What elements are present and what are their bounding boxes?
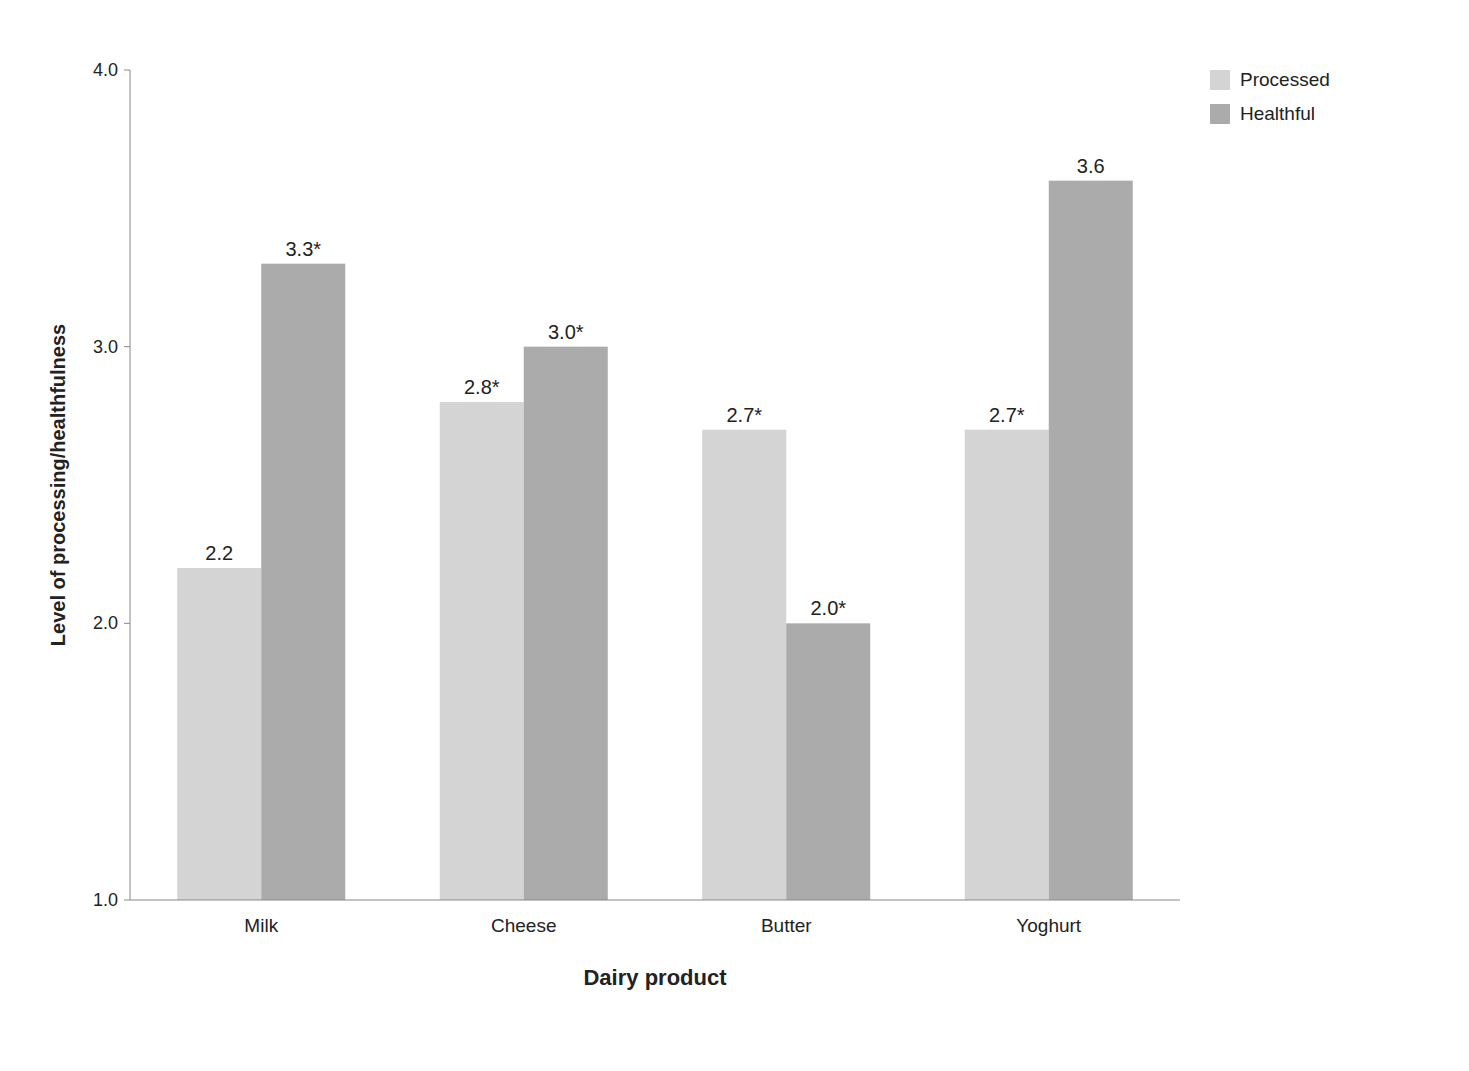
bar [177, 568, 261, 900]
y-axis-label: Level of processing/healthfulness [47, 324, 69, 646]
chart-svg: 2.2 2.8* 2.7* 2.7* 3.3* 3.0* 2.0* 3.6 1.0 2.0 3.0 4… [0, 0, 1469, 1071]
bar [524, 347, 608, 900]
legend: Processed Healthful [1210, 69, 1330, 124]
x-axis-label: Dairy product [583, 965, 727, 990]
y-tick-label: 2.0 [93, 613, 118, 633]
data-labels: 2.2 2.8* 2.7* 2.7* 3.3* 3.0* 2.0* 3.6 [205, 155, 1104, 620]
bars [177, 181, 1133, 900]
bar [702, 430, 786, 900]
data-label: 3.0* [548, 321, 584, 343]
bar [440, 402, 524, 900]
y-axis-line [130, 70, 131, 900]
legend-swatch [1210, 70, 1230, 90]
y-tick-label: 4.0 [93, 60, 118, 80]
data-label: 3.6 [1077, 155, 1105, 177]
y-tick [124, 346, 130, 347]
y-tick [124, 623, 130, 624]
y-tick [124, 70, 130, 71]
data-label: 3.3* [285, 238, 321, 260]
x-tick-label: Milk [244, 915, 278, 936]
legend-label: Healthful [1240, 103, 1315, 124]
bar [261, 264, 345, 900]
y-tick-label: 1.0 [93, 890, 118, 910]
bar [965, 430, 1049, 900]
y-tick [124, 900, 130, 901]
legend-label: Processed [1240, 69, 1330, 90]
data-label: 2.0* [810, 597, 846, 619]
bar [786, 623, 870, 900]
y-tick-label: 3.0 [93, 337, 118, 357]
x-tick-label: Butter [761, 915, 812, 936]
x-axis-line [130, 900, 1180, 901]
bar [1049, 181, 1133, 900]
chart-container: 2.2 2.8* 2.7* 2.7* 3.3* 3.0* 2.0* 3.6 1.0 2.0 3.0 4… [0, 0, 1469, 1071]
legend-swatch [1210, 104, 1230, 124]
x-tick-label: Yoghurt [1016, 915, 1082, 936]
x-tick-label: Cheese [491, 915, 557, 936]
data-label: 2.7* [989, 404, 1025, 426]
data-label: 2.2 [205, 542, 233, 564]
data-label: 2.8* [464, 376, 500, 398]
data-label: 2.7* [726, 404, 762, 426]
